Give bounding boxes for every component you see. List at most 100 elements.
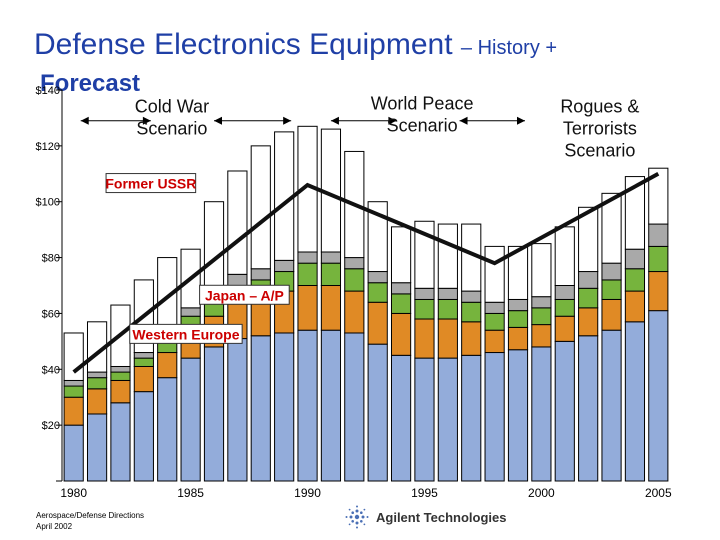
bar-segment xyxy=(531,307,552,326)
bar-segment xyxy=(601,329,622,482)
bar-segment xyxy=(133,357,154,367)
footer-source: Aerospace/Defense Directions April 2002 xyxy=(36,510,144,532)
bar-segment xyxy=(63,396,84,426)
x-tick-label: 1985 xyxy=(177,486,204,500)
bar-segment xyxy=(110,371,131,381)
trend-line xyxy=(72,172,660,374)
annotation-label: Western Europe xyxy=(132,326,239,342)
bar-segment xyxy=(203,346,225,482)
y-tick-label: $20 xyxy=(42,420,60,432)
bar-segment xyxy=(86,388,108,415)
bar-segment xyxy=(507,349,529,482)
arrow-head xyxy=(388,116,397,125)
bar-segment xyxy=(157,352,178,379)
scenario-arrow xyxy=(214,116,292,125)
bar-segment xyxy=(507,245,529,300)
arrow-head xyxy=(330,116,339,125)
bar-segment xyxy=(624,176,646,250)
bar-segment xyxy=(367,271,388,284)
bar-segment xyxy=(414,318,435,359)
bar-segment xyxy=(367,282,388,303)
bar-segment xyxy=(437,223,458,289)
annotation-box xyxy=(199,284,290,305)
bar-segment xyxy=(110,379,131,404)
bar-segment xyxy=(601,298,622,331)
bar-segment xyxy=(63,379,84,387)
bar-segment xyxy=(461,354,482,482)
bar-segment xyxy=(133,391,154,482)
scenario-label: Rogues & xyxy=(560,96,639,116)
bar-segment xyxy=(414,287,435,300)
x-tick-label: 1995 xyxy=(411,486,438,500)
bar-segment xyxy=(624,248,646,270)
bar-segment xyxy=(390,226,412,284)
y-tick-label: $40 xyxy=(42,364,60,376)
bar-segment xyxy=(554,340,575,482)
agilent-spark-icon xyxy=(345,505,369,529)
bar-segment xyxy=(63,424,84,482)
arrow-head xyxy=(459,116,468,125)
x-tick-label: 2000 xyxy=(528,486,555,500)
annotation-label: Former USSR xyxy=(105,176,196,192)
bar-segment xyxy=(250,335,271,482)
chart-trend xyxy=(72,172,660,374)
arrow-head xyxy=(517,116,526,125)
bar-segment xyxy=(227,170,248,275)
bar-segment xyxy=(133,352,154,359)
bar-segment xyxy=(320,262,342,287)
bar-segment xyxy=(484,301,505,314)
footer-source-line: Aerospace/Defense Directions xyxy=(36,511,145,520)
bar-segment xyxy=(554,285,575,300)
bar-segment xyxy=(414,357,435,482)
bar-segment xyxy=(578,335,599,482)
bar-segment xyxy=(507,298,529,312)
scenario-label: Scenario xyxy=(564,140,635,160)
bar-segment xyxy=(531,324,552,348)
scenario-label: Scenario xyxy=(136,118,207,138)
bar-segment xyxy=(531,296,552,309)
bar-segment xyxy=(624,290,646,323)
y-tick-label: $100 xyxy=(36,197,60,209)
slide-title: Defense Electronics Equipment – History … xyxy=(34,28,714,65)
bar-segment xyxy=(86,377,108,390)
bar-segment xyxy=(484,312,505,331)
bar-segment xyxy=(367,343,388,482)
bar-segment xyxy=(648,167,669,225)
bar-segment xyxy=(297,262,318,287)
bar-segment xyxy=(437,357,458,482)
scenario-label: Scenario xyxy=(387,116,458,136)
bar-segment xyxy=(390,282,412,295)
bar-segment xyxy=(133,365,154,393)
y-tick-label: $80 xyxy=(42,253,60,265)
scenario-arrow xyxy=(330,116,397,125)
bar-segment xyxy=(648,223,669,247)
bar-segment xyxy=(157,377,178,482)
bar-segment xyxy=(110,365,131,373)
bar-segment xyxy=(227,338,248,482)
scenario-label: Cold War xyxy=(135,96,209,116)
y-tick-label: $60 xyxy=(42,308,60,320)
chart-axes: $20 $40 $60 $80 $100 $120 $140 1980 1985 1990 1995… xyxy=(36,85,672,500)
bar-segment xyxy=(297,329,318,482)
arrow-head xyxy=(283,116,292,125)
arrow-head xyxy=(214,116,222,125)
scenario-arrow xyxy=(459,116,526,125)
bar-segment xyxy=(648,271,669,312)
bar-segment xyxy=(390,293,412,314)
bar-segment xyxy=(531,346,552,482)
bar-segment xyxy=(250,145,271,270)
bar-segment xyxy=(578,287,599,309)
slide-title-sub: – History + xyxy=(460,37,558,59)
bar-segment xyxy=(601,192,622,264)
annotation-label: Japan – A/P xyxy=(205,287,284,303)
agilent-logo: Agilent Technologies xyxy=(344,504,507,530)
bar-segment xyxy=(227,273,248,286)
bar-segment xyxy=(63,332,84,381)
y-tick-label: $140 xyxy=(36,85,60,97)
x-tick-label: 1980 xyxy=(60,486,87,500)
bar-segment xyxy=(507,326,529,351)
bar-segment xyxy=(344,332,365,482)
bar-segment xyxy=(484,352,505,482)
